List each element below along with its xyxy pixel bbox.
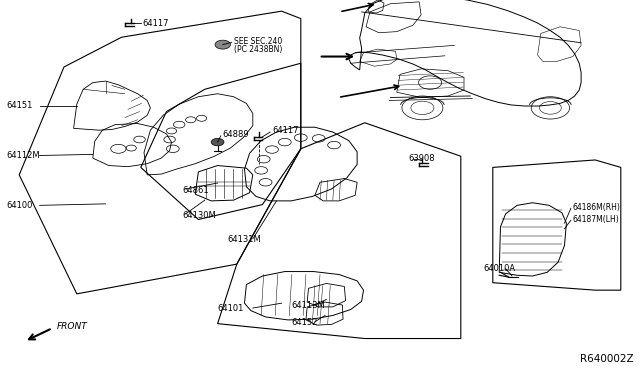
Text: 64117: 64117	[272, 126, 298, 135]
Text: 64113M: 64113M	[291, 301, 325, 310]
Text: 64101: 64101	[218, 304, 244, 313]
Text: 64130M: 64130M	[182, 211, 216, 220]
Text: 64010A: 64010A	[483, 264, 515, 273]
Circle shape	[215, 40, 230, 49]
Circle shape	[211, 138, 224, 146]
Text: 64152: 64152	[291, 318, 317, 327]
Text: 64889: 64889	[223, 130, 250, 139]
Text: 64112M: 64112M	[6, 151, 40, 160]
Text: FRONT: FRONT	[56, 322, 87, 331]
Text: 64187M(LH): 64187M(LH)	[573, 215, 620, 224]
Text: R640002Z: R640002Z	[580, 354, 634, 364]
Text: 64117: 64117	[142, 19, 168, 28]
Text: SEE SEC.240: SEE SEC.240	[234, 37, 282, 46]
Text: (PC 2438BN): (PC 2438BN)	[234, 45, 282, 54]
Text: 64186M(RH): 64186M(RH)	[573, 203, 621, 212]
Text: 64861: 64861	[182, 186, 209, 195]
Text: 64100: 64100	[6, 201, 33, 210]
Text: 63908: 63908	[408, 154, 435, 163]
Text: 64151: 64151	[6, 101, 33, 110]
Text: 64131M: 64131M	[227, 235, 261, 244]
